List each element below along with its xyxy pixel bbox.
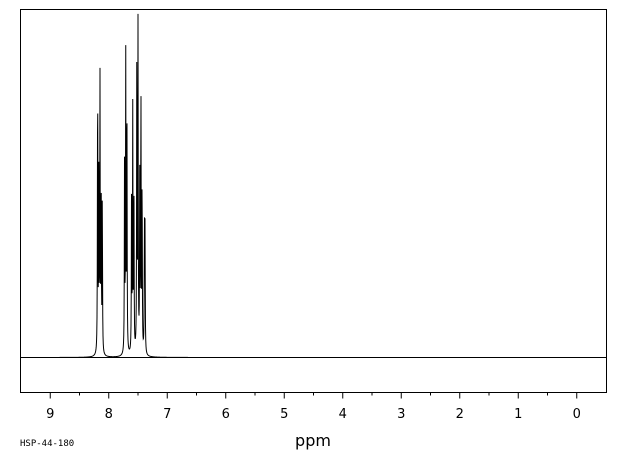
x-tick-label: 0: [573, 407, 581, 422]
x-tick-label: 5: [280, 407, 288, 422]
plot-frame: [20, 9, 607, 393]
x-tick-label: 9: [46, 407, 54, 422]
x-tick-label: 2: [456, 407, 464, 422]
x-tick-label: 7: [163, 407, 171, 422]
x-axis-ticks: 9 8 7 6 5 4 3 2 1 0: [46, 392, 581, 422]
x-axis-title: ppm: [295, 431, 331, 450]
x-tick-label: 8: [105, 407, 113, 422]
x-tick-label: 1: [514, 407, 522, 422]
x-tick-label: 6: [222, 407, 230, 422]
x-tick-label: 3: [397, 407, 405, 422]
spectrum-trace: [21, 13, 606, 358]
spectrum-code-label: HSP-44-180: [20, 439, 74, 449]
x-tick-label: 4: [339, 407, 347, 422]
